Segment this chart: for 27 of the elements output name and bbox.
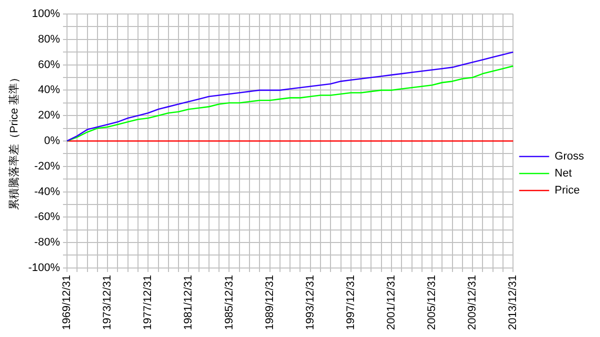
legend-label: Gross [554, 150, 584, 163]
x-tick-label: 2001/12/31 [386, 274, 398, 330]
x-tick-label: 2005/12/31 [426, 274, 438, 330]
x-tick-label: 2013/12/31 [507, 274, 520, 330]
x-tick-label: 1989/12/31 [264, 274, 276, 330]
x-tick-label: 1985/12/31 [223, 274, 236, 330]
x-tick-label: 1993/12/31 [304, 274, 316, 330]
y-tick-label: -40% [34, 186, 60, 198]
x-tick-label: 1997/12/31 [344, 274, 357, 330]
x-tick-label: 1973/12/31 [102, 274, 114, 330]
y-tick-label: 60% [38, 58, 60, 71]
x-tick-label: 2009/12/31 [466, 274, 479, 330]
y-tick-label: -80% [34, 236, 60, 249]
x-tick-label: 1981/12/31 [182, 274, 195, 330]
y-tick-label: -20% [34, 160, 60, 172]
legend-label: Net [554, 168, 572, 180]
y-tick-label: -100% [28, 262, 60, 274]
y-tick-label: 0% [44, 135, 60, 148]
y-tick-label: 80% [38, 33, 60, 46]
x-tick-label: 1969/12/31 [61, 274, 74, 330]
x-tick-label: 1977/12/31 [142, 274, 154, 330]
y-tick-label: 40% [38, 84, 60, 96]
y-tick-label: 20% [38, 110, 60, 122]
legend-label: Price [554, 184, 580, 197]
y-tick-label: -60% [34, 211, 60, 224]
y-axis-title: 累積騰落率差（Price 基準） [8, 72, 21, 210]
y-tick-label: 100% [32, 8, 60, 20]
